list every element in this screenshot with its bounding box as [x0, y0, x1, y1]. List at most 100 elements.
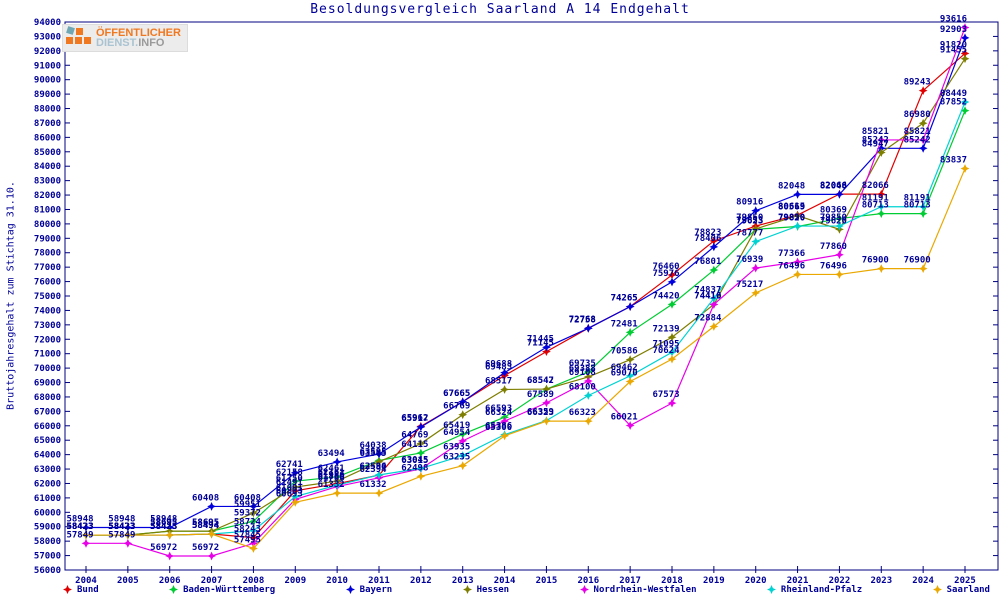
data-point-label: 65300 [485, 423, 512, 433]
data-point-label: 83837 [940, 156, 967, 166]
data-point-label: 62161 [318, 468, 345, 478]
data-point [918, 86, 928, 96]
x-tick-label: 2022 [829, 576, 851, 586]
y-tick-label: 86000 [34, 133, 61, 143]
data-point [249, 502, 258, 511]
y-tick-label: 77000 [34, 263, 61, 273]
y-tick-label: 69000 [34, 379, 61, 389]
data-point [500, 416, 509, 426]
data-point [793, 257, 802, 267]
data-point-label: 57845 [234, 530, 261, 540]
y-tick-label: 73000 [34, 321, 61, 331]
data-point-label: 74265 [611, 294, 638, 304]
y-tick-label: 79000 [34, 234, 61, 244]
data-point-label: 64115 [401, 440, 428, 450]
legend-label: Nordrhein-Westfalen [593, 584, 697, 595]
data-point [751, 237, 761, 246]
data-point-label: 77366 [778, 249, 805, 259]
data-point [918, 118, 928, 128]
x-tick-label: 2024 [912, 576, 934, 586]
legend-marker-icon [462, 585, 472, 594]
data-point [709, 300, 719, 309]
data-point [876, 264, 886, 273]
data-point [542, 384, 551, 394]
data-point [374, 470, 384, 480]
data-point-label: 62594 [359, 462, 387, 472]
x-tick-label: 2004 [75, 576, 97, 586]
y-tick-label: 71000 [34, 350, 61, 360]
data-point-label: 75976 [652, 269, 679, 279]
data-point [249, 508, 258, 518]
y-tick-label: 63000 [34, 465, 61, 475]
oeffentlicher-dienst-logo[interactable]: ÖFFENTLICHER DIENST.INFO [62, 24, 188, 52]
x-tick-label: 2006 [159, 576, 181, 586]
data-point-label: 66769 [443, 402, 470, 412]
y-tick-label: 92000 [34, 47, 61, 57]
data-point [835, 214, 844, 223]
x-tick-label: 2023 [870, 576, 892, 586]
logo-text: ÖFFENTLICHER DIENST.INFO [96, 27, 181, 49]
legend-label: Bayern [359, 584, 393, 595]
data-point-label: 58695 [150, 518, 177, 528]
data-point-label: 88449 [940, 89, 967, 99]
data-point-label: 80916 [736, 198, 763, 208]
data-point [249, 544, 258, 553]
data-point [249, 538, 258, 548]
data-point [667, 270, 677, 280]
data-point-label: 59372 [234, 508, 261, 518]
data-point [81, 530, 91, 540]
legend-item-Saarland: Saarland [932, 584, 990, 595]
data-point-label: 58948 [66, 514, 93, 524]
data-point [625, 371, 635, 381]
series-line-Saarland [86, 168, 966, 550]
data-point [374, 488, 384, 498]
data-point [960, 23, 970, 32]
y-tick-label: 66000 [34, 422, 61, 432]
data-point-label: 69070 [611, 369, 638, 379]
data-point-label: 86980 [904, 110, 931, 120]
data-point-label: 70624 [652, 346, 680, 356]
legend-label: Hessen [476, 584, 510, 595]
data-point [835, 250, 844, 260]
data-point-label: 69388 [569, 364, 596, 374]
data-point-label: 76496 [820, 261, 847, 271]
data-point-label: 61491 [276, 478, 303, 488]
y-tick-label: 70000 [34, 364, 61, 374]
data-point-label: 77860 [820, 242, 847, 252]
data-point-label: 79653 [736, 216, 763, 226]
data-point-label: 74420 [652, 291, 679, 301]
data-point-label: 72139 [652, 324, 679, 334]
data-point-label: 93616 [940, 15, 967, 25]
data-point-label: 69735 [569, 359, 596, 369]
y-tick-label: 88000 [34, 105, 61, 115]
data-point [542, 342, 551, 352]
data-point [500, 431, 509, 441]
data-point-label: 89243 [904, 78, 931, 88]
data-point [667, 332, 677, 342]
data-point-label: 61986 [318, 471, 345, 481]
data-point-label: 66323 [569, 408, 596, 418]
x-tick-label: 2017 [619, 576, 641, 586]
data-point [625, 327, 635, 337]
data-point-label: 58494 [192, 521, 220, 531]
data-point [542, 416, 551, 426]
data-point-label: 74837 [694, 285, 721, 295]
data-point-label: 58695 [192, 518, 219, 528]
x-tick-label: 2012 [410, 576, 432, 586]
data-point-label: 74265 [611, 294, 638, 304]
data-point [876, 135, 886, 145]
legend-marker-icon [345, 585, 355, 594]
x-tick-label: 2008 [243, 576, 265, 586]
data-point-label: 58423 [66, 522, 93, 532]
data-point [416, 464, 426, 473]
logo-blocks-icon [66, 26, 92, 49]
data-point [876, 189, 886, 199]
data-point [81, 538, 91, 548]
y-tick-label: 74000 [34, 306, 61, 316]
x-tick-label: 2009 [284, 576, 306, 586]
data-point-label: 58423 [108, 522, 135, 532]
data-point [416, 422, 426, 432]
legend-item-Hessen: Hessen [462, 584, 510, 595]
y-tick-label: 81000 [34, 205, 61, 215]
